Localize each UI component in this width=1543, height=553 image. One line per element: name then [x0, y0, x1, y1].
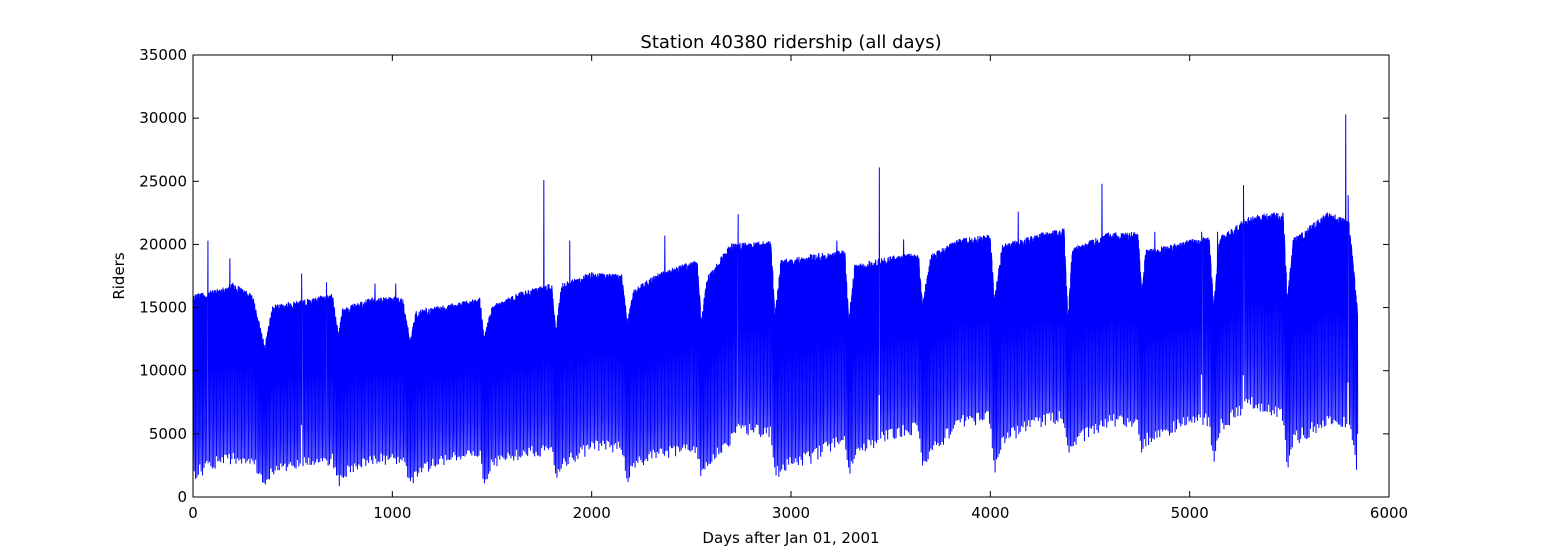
x-tick-label: 5000 [1171, 504, 1209, 522]
x-tick-label: 3000 [772, 504, 810, 522]
x-axis-label: Days after Jan 01, 2001 [702, 529, 879, 547]
y-axis: 0 5000 10000 15000 20000 25000 30000 35000 [139, 46, 1389, 506]
y-axis-label: Riders [110, 252, 128, 300]
series-layer [193, 114, 1359, 487]
y-tick-label: 10000 [139, 362, 187, 380]
chart-title: Station 40380 ridership (all days) [640, 32, 941, 53]
x-tick-label: 0 [188, 504, 198, 522]
ridership-series-line [193, 114, 1359, 487]
y-tick-label: 35000 [139, 46, 187, 64]
y-tick-label: 5000 [149, 425, 187, 443]
x-tick-label: 4000 [971, 504, 1009, 522]
x-axis: 0 1000 2000 3000 4000 5000 6000 [188, 55, 1408, 522]
x-tick-label: 2000 [573, 504, 611, 522]
y-tick-label: 20000 [139, 235, 187, 253]
x-tick-label: 1000 [373, 504, 411, 522]
y-tick-label: 25000 [139, 172, 187, 190]
y-tick-label: 30000 [139, 109, 187, 127]
x-tick-label: 6000 [1370, 504, 1408, 522]
y-tick-label: 0 [177, 488, 187, 506]
y-tick-label: 15000 [139, 299, 187, 317]
